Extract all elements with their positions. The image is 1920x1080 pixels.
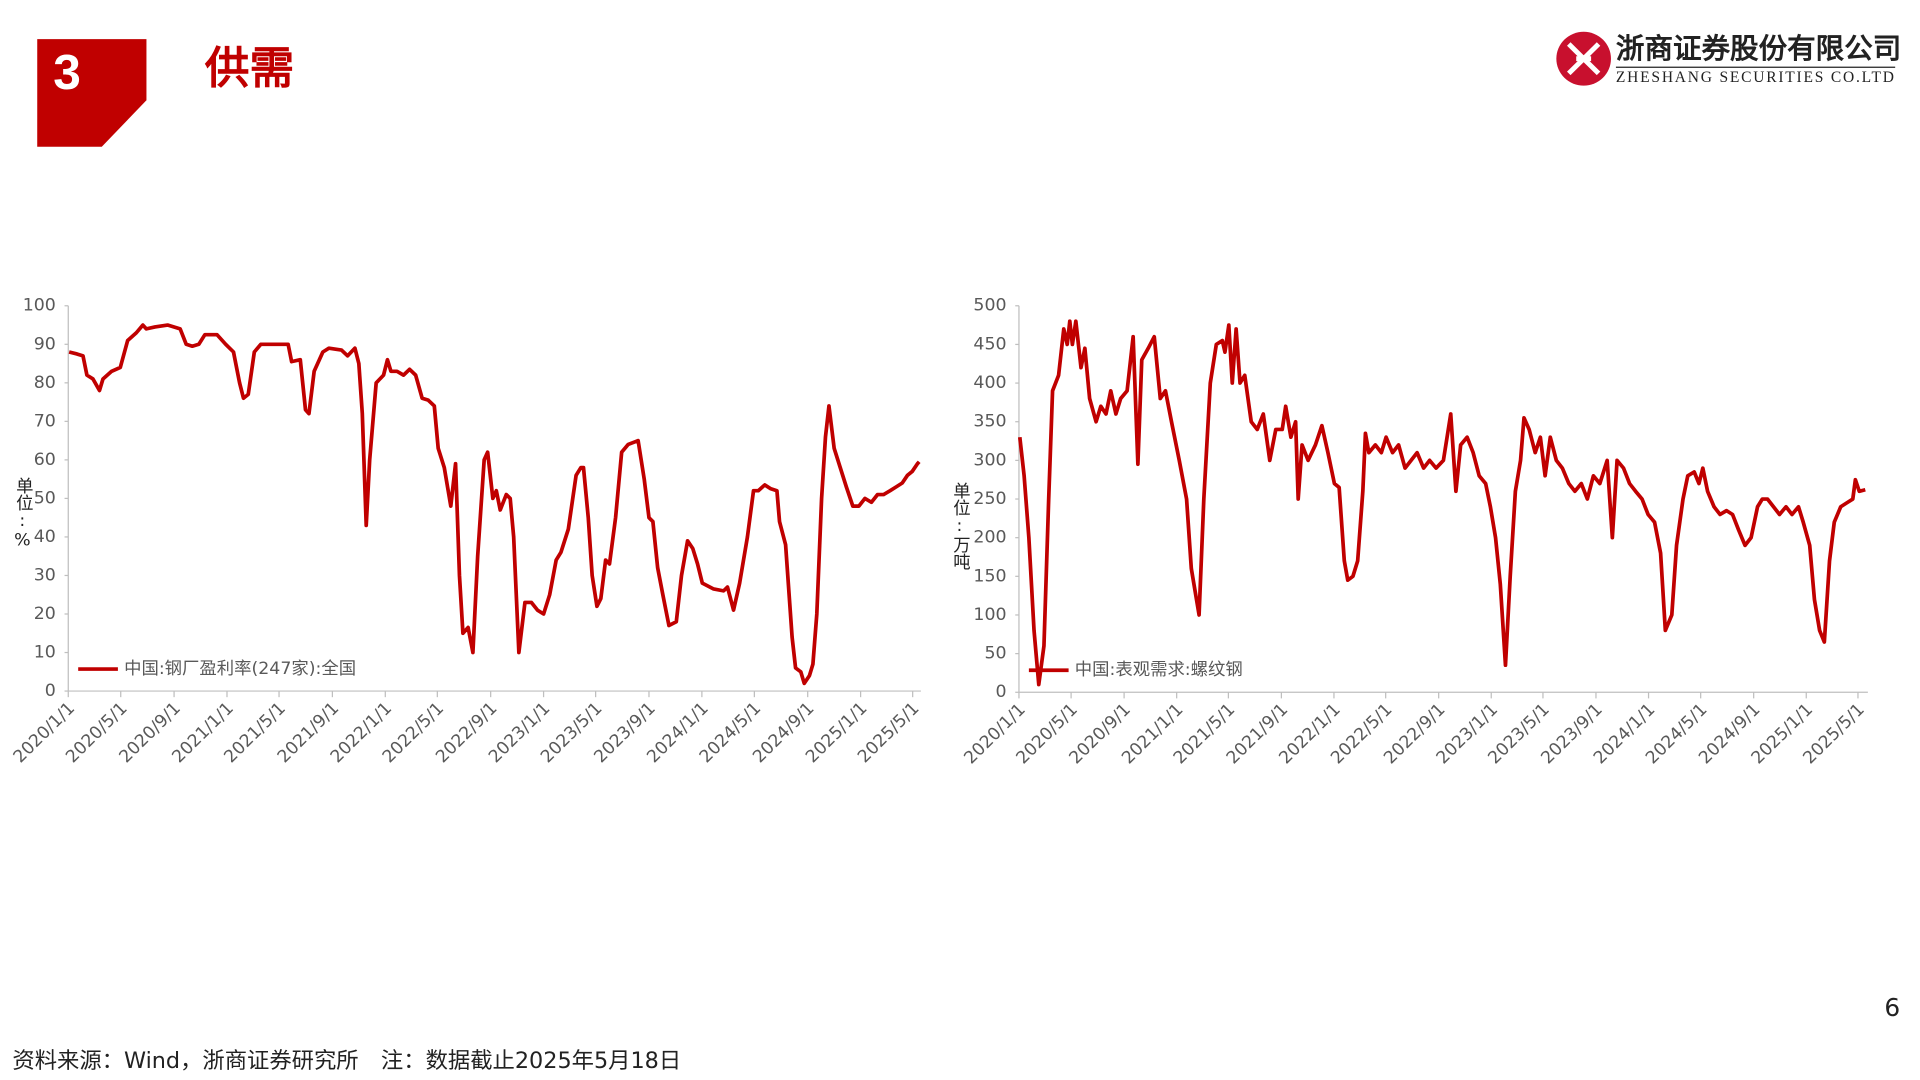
y-tick-label: 500: [973, 296, 1006, 316]
slide-title: 供需: [205, 43, 294, 94]
page-number: 6: [1884, 993, 1900, 1022]
y-tick-label: 300: [973, 450, 1006, 470]
data-line: [68, 323, 921, 686]
section-number: 3: [53, 45, 81, 100]
y-tick-label: 80: [34, 373, 56, 393]
y-tick-label: 40: [34, 527, 56, 547]
y-tick-label: 0: [995, 682, 1006, 702]
logo-glyph: [1567, 42, 1601, 76]
y-tick-label: 250: [973, 489, 1006, 509]
y-tick-label: 10: [34, 643, 56, 663]
y-tick-label: 150: [973, 566, 1006, 586]
logo-name-en: ZHESHANG SECURITIES CO.LTD: [1616, 69, 1894, 86]
y-tick-label: 30: [34, 566, 56, 586]
data-line: [1017, 319, 1866, 687]
chart: 01020304050607080901002020/1/12020/5/120…: [10, 296, 924, 767]
source-note: 资料来源：Wind，浙商证券研究所 注：数据截止2025年5月18日: [12, 1048, 681, 1074]
y-tick-label: 450: [973, 334, 1006, 354]
legend-label: 中国:钢厂盈利率(247家):全国: [124, 659, 356, 679]
y-tick-label: 20: [34, 604, 56, 624]
logo-name-cn: 浙商证券股份有限公司: [1616, 32, 1901, 65]
y-tick-label: 100: [973, 605, 1006, 625]
y-axis-label: 单位:万吨: [949, 482, 970, 570]
logo: 浙商证券股份有限公司 ZHESHANG SECURITIES CO.LTD: [1556, 31, 1901, 86]
y-tick-label: 100: [23, 296, 56, 316]
y-tick-label: 400: [973, 373, 1006, 393]
y-tick-label: 200: [973, 528, 1006, 548]
y-tick-label: 70: [34, 411, 56, 431]
y-axis-label: 单位:%: [12, 477, 33, 551]
chart: 0501001502002503003504004505002020/1/120…: [949, 296, 1869, 768]
y-tick-label: 50: [984, 644, 1006, 664]
y-tick-label: 60: [34, 450, 56, 470]
y-tick-label: 350: [973, 412, 1006, 432]
legend-label: 中国:表观需求:螺纹钢: [1075, 660, 1243, 680]
section-badge: [37, 39, 147, 147]
y-tick-label: 50: [34, 488, 56, 508]
y-tick-label: 90: [34, 334, 56, 354]
y-tick-label: 0: [45, 681, 56, 701]
